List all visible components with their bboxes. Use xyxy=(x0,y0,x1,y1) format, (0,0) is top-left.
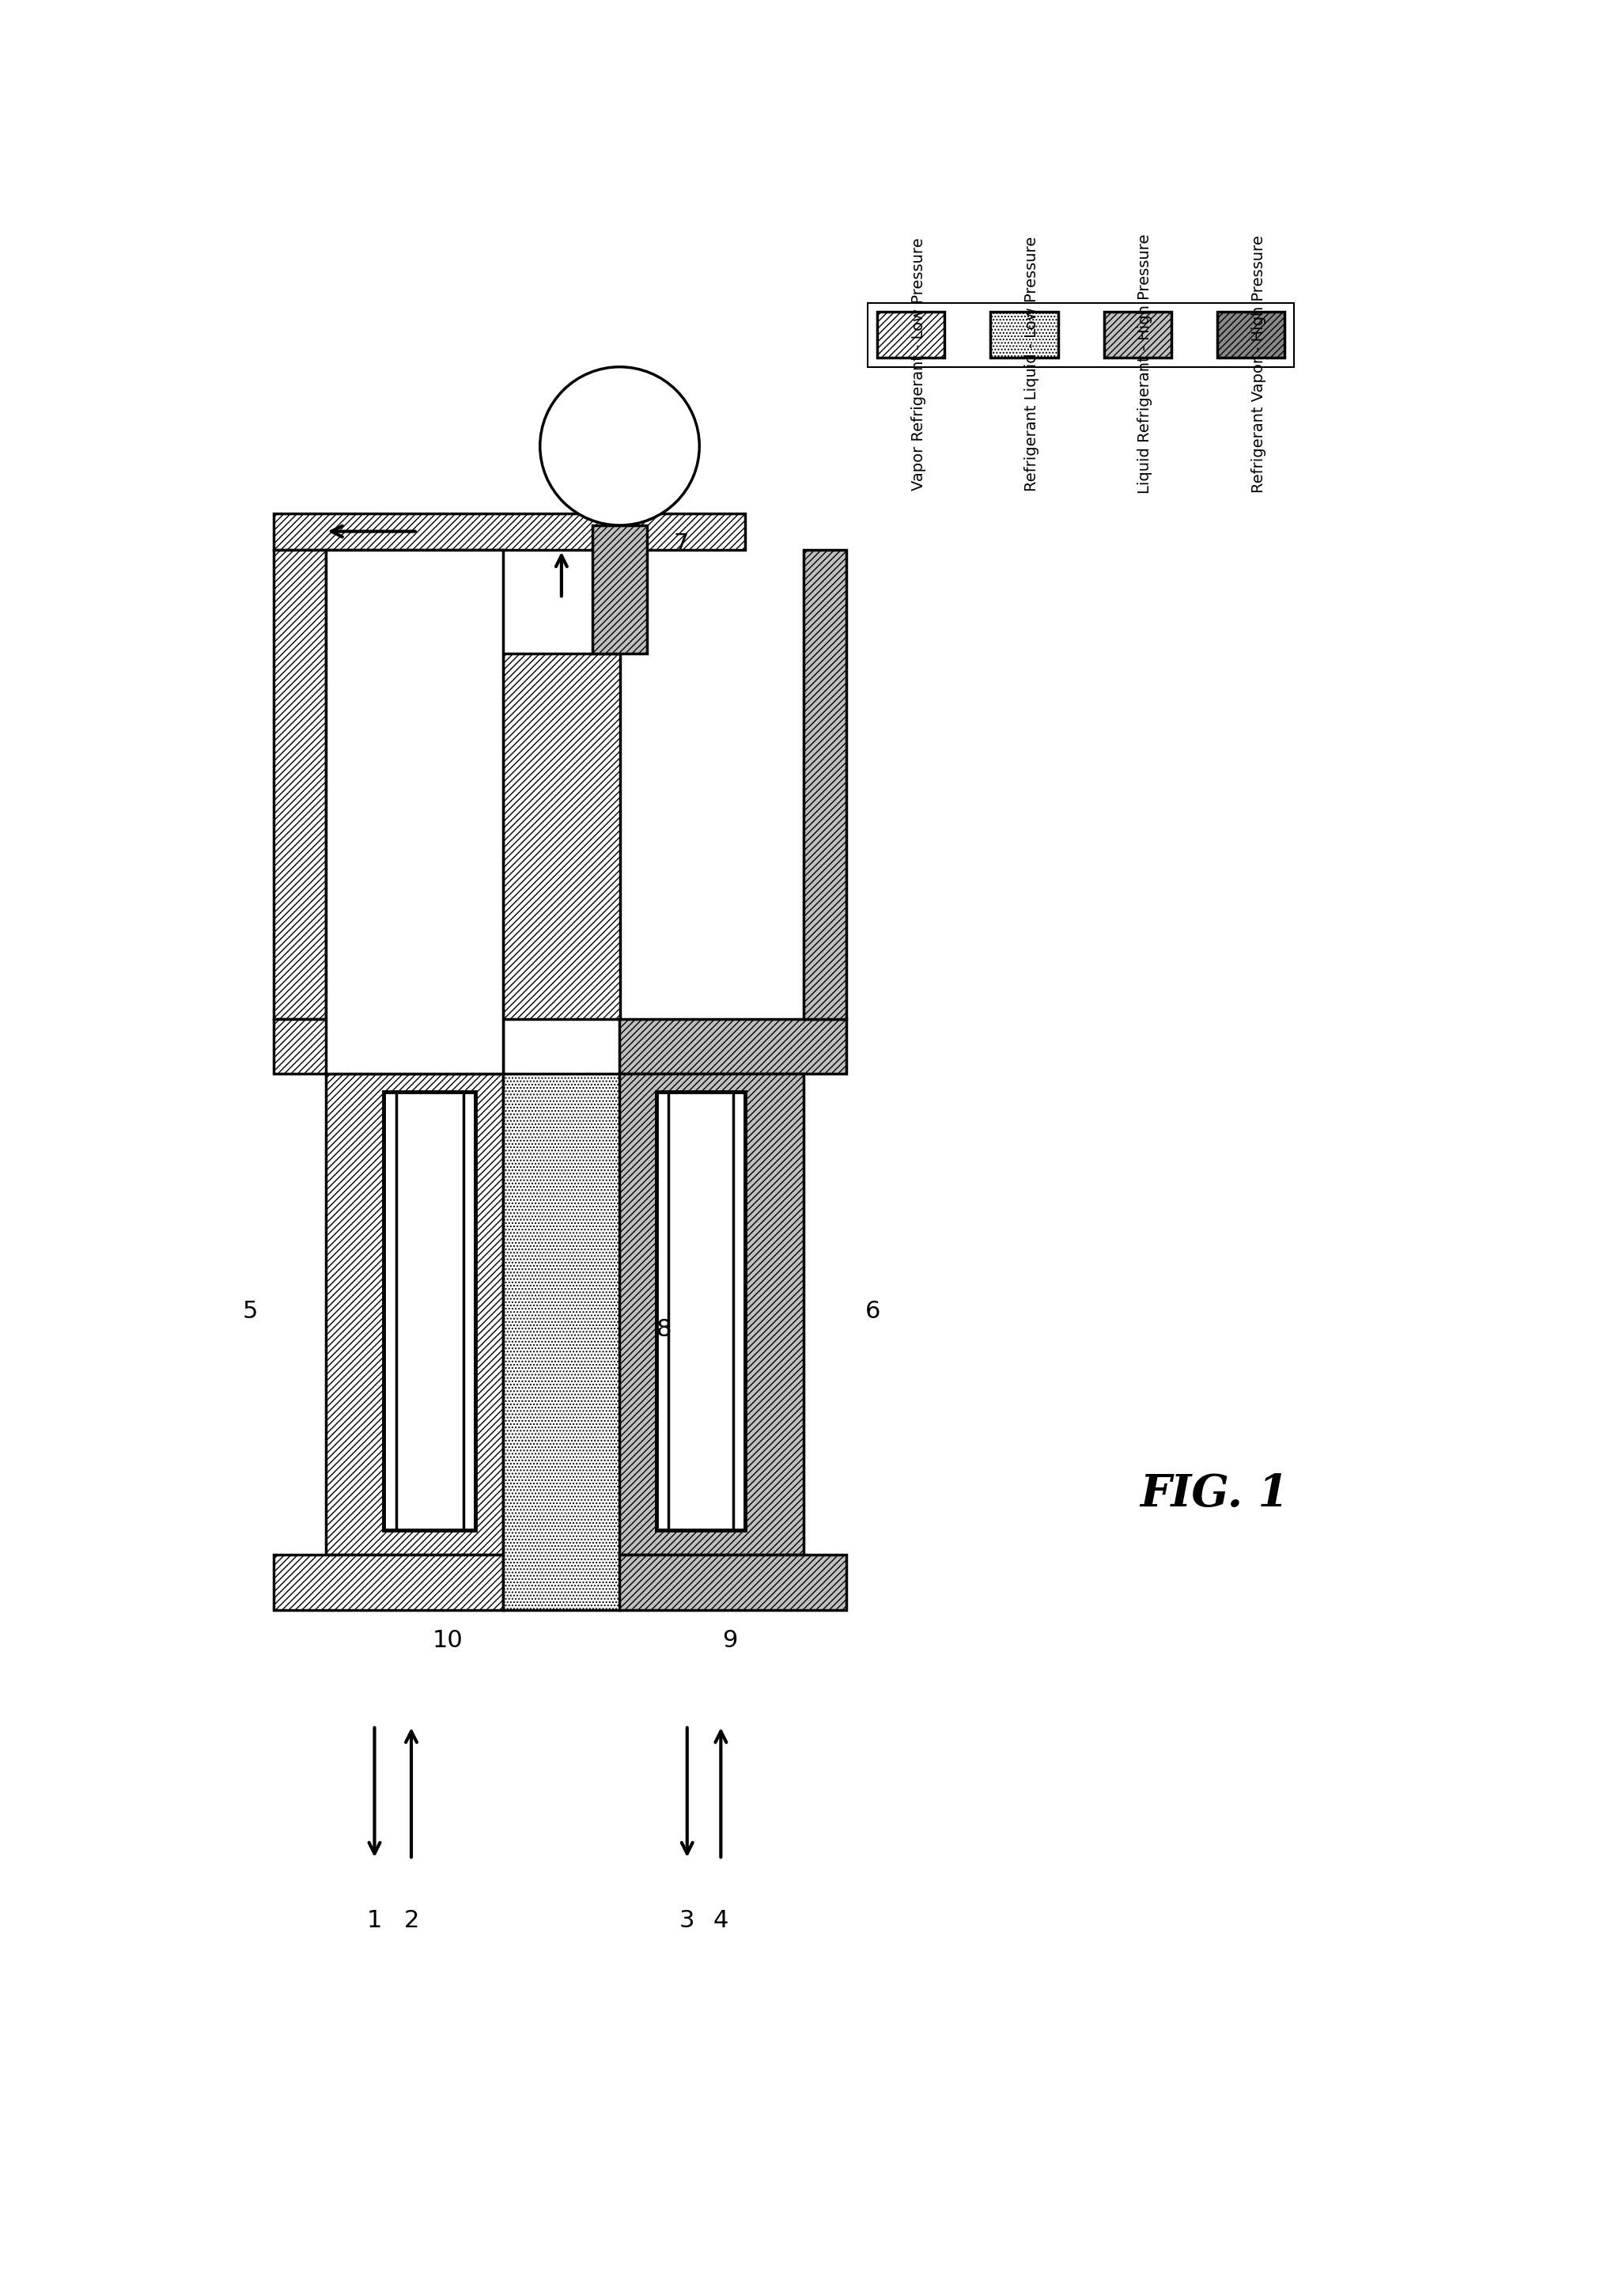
Bar xyxy=(273,549,326,1019)
Bar xyxy=(620,1019,847,1075)
Text: 2: 2 xyxy=(404,1908,419,1931)
Text: 1: 1 xyxy=(367,1908,381,1931)
Text: 6: 6 xyxy=(865,1300,880,1322)
Bar xyxy=(876,312,945,358)
Bar xyxy=(620,1075,803,1554)
Bar xyxy=(273,1019,503,1075)
Text: 3: 3 xyxy=(680,1908,695,1931)
Text: Refrigerant Vapor - High Pressure: Refrigerant Vapor - High Pressure xyxy=(1251,234,1266,494)
Bar xyxy=(803,549,847,1019)
Bar xyxy=(1104,312,1172,358)
Text: FIG. 1: FIG. 1 xyxy=(1139,1472,1289,1515)
Bar xyxy=(326,549,503,1075)
Bar xyxy=(656,1093,745,1531)
Bar xyxy=(383,1093,476,1531)
Text: 7: 7 xyxy=(674,533,688,556)
Text: 10: 10 xyxy=(433,1628,464,1651)
Circle shape xyxy=(540,367,700,526)
Bar xyxy=(868,303,1294,367)
Text: Liquid Refrigerant - High Pressure: Liquid Refrigerant - High Pressure xyxy=(1138,234,1152,494)
Text: 5: 5 xyxy=(243,1300,258,1322)
Bar xyxy=(273,512,745,549)
Bar xyxy=(273,1554,503,1609)
Bar xyxy=(990,312,1058,358)
Bar xyxy=(620,1554,847,1609)
Bar xyxy=(503,654,620,1019)
Bar xyxy=(592,526,648,654)
Bar xyxy=(503,1075,620,1609)
Text: 9: 9 xyxy=(722,1628,738,1651)
Text: Refrigerant Liquid - Low Pressure: Refrigerant Liquid - Low Pressure xyxy=(1024,236,1039,491)
Text: 4: 4 xyxy=(712,1908,729,1931)
Text: 8: 8 xyxy=(656,1318,672,1341)
Text: Vapor Refrigerant - Low Pressure: Vapor Refrigerant - Low Pressure xyxy=(911,236,925,491)
Bar xyxy=(326,1075,503,1554)
Bar xyxy=(1217,312,1285,358)
